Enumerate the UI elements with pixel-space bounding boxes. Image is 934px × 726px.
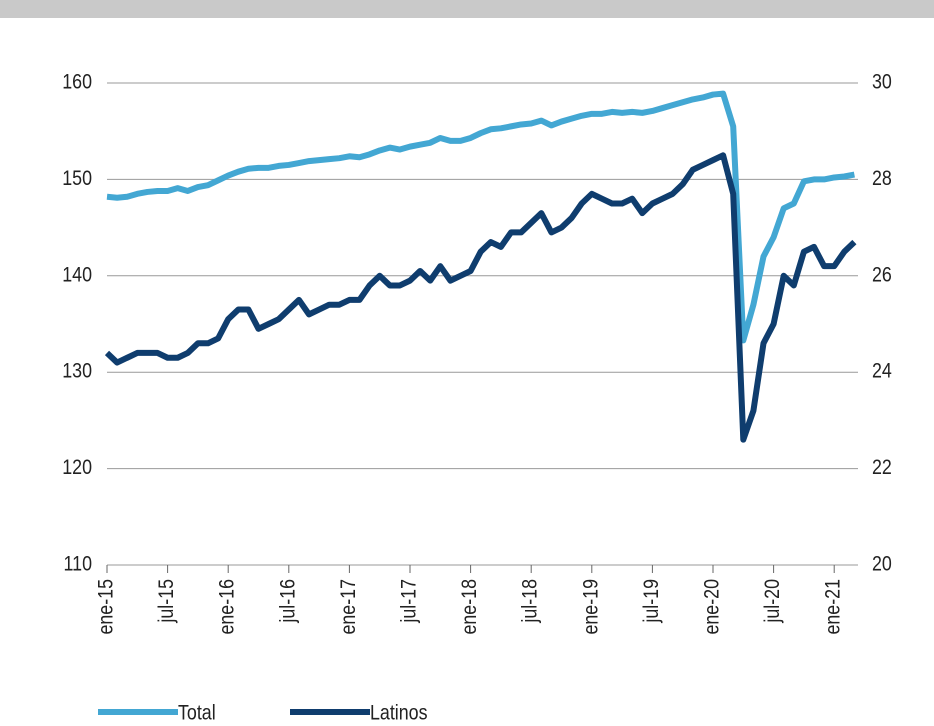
x-tick-label: jul-18 bbox=[518, 579, 542, 624]
legend-label: Latinos bbox=[370, 701, 428, 725]
x-tick-label: ene-17 bbox=[337, 579, 361, 635]
y2-tick-label: 28 bbox=[872, 167, 892, 191]
x-tick-label: ene-16 bbox=[215, 579, 239, 635]
x-tick-label: ene-15 bbox=[94, 579, 118, 635]
y2-tick-label: 26 bbox=[872, 263, 892, 287]
y-tick-label: 120 bbox=[62, 456, 92, 480]
y-tick-label: 150 bbox=[62, 167, 92, 191]
line-series bbox=[106, 90, 855, 344]
x-tick-label: ene-19 bbox=[579, 579, 603, 635]
y2-tick-label: 22 bbox=[872, 456, 892, 480]
x-tick-label: ene-21 bbox=[821, 579, 845, 635]
x-tick-label: jul-17 bbox=[397, 579, 421, 624]
line-series bbox=[104, 152, 857, 443]
x-tick-label: ene-18 bbox=[458, 579, 482, 635]
x-tick-label: jul-20 bbox=[761, 579, 785, 624]
legend-label: Total bbox=[178, 701, 216, 725]
y2-tick-label: 20 bbox=[872, 552, 892, 576]
y-tick-label: 160 bbox=[62, 70, 92, 94]
x-tick-label: ene-20 bbox=[700, 579, 724, 635]
y-tick-label: 130 bbox=[62, 359, 92, 383]
x-tick-label: jul-16 bbox=[276, 579, 300, 624]
y2-tick-label: 24 bbox=[872, 359, 892, 383]
top-band bbox=[0, 0, 934, 18]
y-tick-label: 140 bbox=[62, 263, 92, 287]
x-tick-label: jul-15 bbox=[155, 579, 179, 624]
y2-tick-label: 30 bbox=[872, 70, 892, 94]
y-tick-label: 110 bbox=[64, 552, 93, 576]
x-tick-label: jul-19 bbox=[640, 579, 664, 624]
